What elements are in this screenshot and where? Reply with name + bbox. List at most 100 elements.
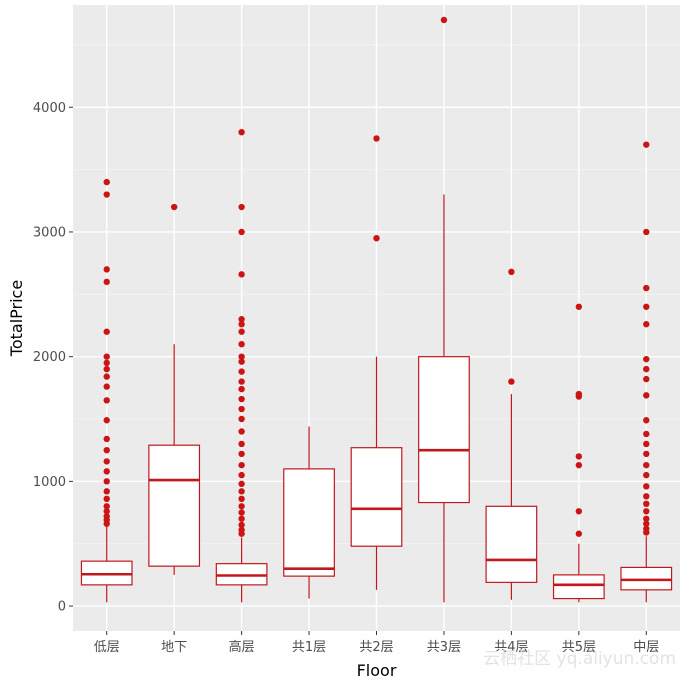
watermark-text: 云栖社区 yq.aliyun.com bbox=[483, 649, 676, 669]
outlier-point bbox=[643, 461, 650, 469]
outlier-point bbox=[103, 488, 110, 495]
y-tick-label: 2000 bbox=[33, 350, 66, 365]
outlier-point bbox=[643, 450, 650, 458]
outlier-point bbox=[103, 397, 110, 404]
outlier-point bbox=[103, 468, 110, 475]
outlier-point bbox=[238, 405, 245, 413]
outlier-point bbox=[238, 440, 245, 448]
box-iqr bbox=[283, 468, 335, 577]
outlier-point bbox=[238, 328, 245, 335]
outlier-point bbox=[643, 525, 650, 532]
outlier-point bbox=[238, 450, 245, 458]
outlier-point bbox=[238, 358, 245, 365]
outlier-point bbox=[170, 203, 178, 211]
outlier-point bbox=[238, 521, 245, 529]
box-iqr bbox=[485, 505, 538, 583]
outlier-point bbox=[238, 340, 245, 348]
outlier-point bbox=[643, 355, 650, 363]
outlier-point bbox=[238, 488, 245, 495]
outlier-point bbox=[643, 141, 650, 148]
x-tick-label: 低层 bbox=[94, 640, 120, 655]
outlier-point bbox=[103, 328, 110, 335]
outlier-point bbox=[238, 378, 245, 385]
outlier-point bbox=[238, 271, 245, 278]
outlier-point bbox=[643, 493, 650, 500]
box-group bbox=[552, 303, 605, 603]
outlier-point bbox=[575, 508, 583, 515]
outlier-point bbox=[575, 303, 583, 310]
outlier-point bbox=[238, 128, 245, 136]
x-tick-label: 共5层 bbox=[562, 640, 596, 655]
outlier-point bbox=[643, 392, 650, 399]
y-axis-ticks: 0 1000 2000 3000 4000 bbox=[33, 101, 73, 615]
outlier-point bbox=[103, 353, 110, 360]
outlier-point bbox=[238, 526, 245, 534]
x-tick-label: 地下 bbox=[161, 640, 187, 655]
outlier-point bbox=[238, 461, 245, 469]
box-group bbox=[215, 128, 268, 603]
outlier-point bbox=[238, 203, 245, 211]
outlier-point bbox=[643, 440, 650, 448]
outlier-point bbox=[238, 503, 245, 510]
x-tick-label: 中层 bbox=[633, 640, 659, 655]
box-iqr bbox=[418, 356, 470, 504]
box-group bbox=[485, 268, 538, 600]
outlier-point bbox=[103, 365, 110, 373]
outlier-point bbox=[238, 415, 245, 423]
x-tick-label: 共1层 bbox=[292, 640, 326, 655]
outlier-point bbox=[103, 359, 110, 367]
x-axis-title: Floor bbox=[357, 661, 397, 680]
outlier-point bbox=[103, 191, 110, 198]
y-axis-title: TotalPrice bbox=[7, 280, 26, 357]
outlier-point bbox=[238, 515, 245, 522]
y-tick-label: 0 bbox=[58, 600, 66, 615]
x-tick-label: 共2层 bbox=[359, 640, 393, 655]
outlier-point bbox=[238, 385, 245, 393]
outlier-point bbox=[103, 383, 110, 390]
outlier-point bbox=[643, 284, 650, 292]
outlier-point bbox=[103, 178, 110, 186]
outlier-point bbox=[643, 228, 650, 236]
outlier-point bbox=[103, 503, 110, 510]
outlier-point bbox=[643, 321, 650, 328]
x-tick-label: 高层 bbox=[229, 639, 255, 655]
outlier-point bbox=[103, 435, 110, 443]
outlier-point bbox=[103, 478, 110, 485]
outlier-point bbox=[643, 500, 650, 508]
outlier-point bbox=[643, 365, 650, 373]
outlier-point bbox=[238, 353, 245, 360]
box-iqr bbox=[148, 444, 201, 567]
outlier-point bbox=[643, 515, 650, 522]
outlier-point bbox=[575, 530, 583, 537]
x-tick-label: 共3层 bbox=[427, 640, 461, 655]
outlier-point bbox=[373, 135, 380, 142]
outlier-point bbox=[643, 417, 650, 424]
outlier-point bbox=[103, 373, 110, 380]
box-group bbox=[148, 203, 201, 575]
outlier-point bbox=[238, 228, 245, 236]
outlier-point bbox=[643, 375, 650, 383]
outlier-point bbox=[238, 395, 245, 403]
outlier-point bbox=[103, 508, 110, 515]
outlier-point bbox=[103, 278, 110, 286]
outlier-point bbox=[238, 480, 245, 488]
x-axis-ticks: 低层 地下 高层 共1层 共2层 共3层 共4层 共5层 中层 bbox=[94, 631, 659, 655]
outlier-point bbox=[373, 234, 380, 242]
y-tick-label: 3000 bbox=[33, 225, 66, 240]
outlier-point bbox=[103, 266, 110, 273]
outlier-point bbox=[103, 495, 110, 503]
outlier-point bbox=[238, 495, 245, 503]
outlier-point bbox=[238, 471, 245, 479]
outlier-point bbox=[238, 428, 245, 435]
outlier-point bbox=[575, 461, 583, 469]
x-tick-label: 共4层 bbox=[494, 640, 528, 655]
outlier-point bbox=[643, 508, 650, 515]
outlier-point bbox=[103, 513, 110, 520]
outlier-point bbox=[440, 16, 448, 24]
outlier-point bbox=[103, 458, 110, 465]
outlier-point bbox=[643, 303, 650, 310]
box-iqr bbox=[552, 574, 605, 600]
y-tick-label: 1000 bbox=[33, 475, 66, 490]
